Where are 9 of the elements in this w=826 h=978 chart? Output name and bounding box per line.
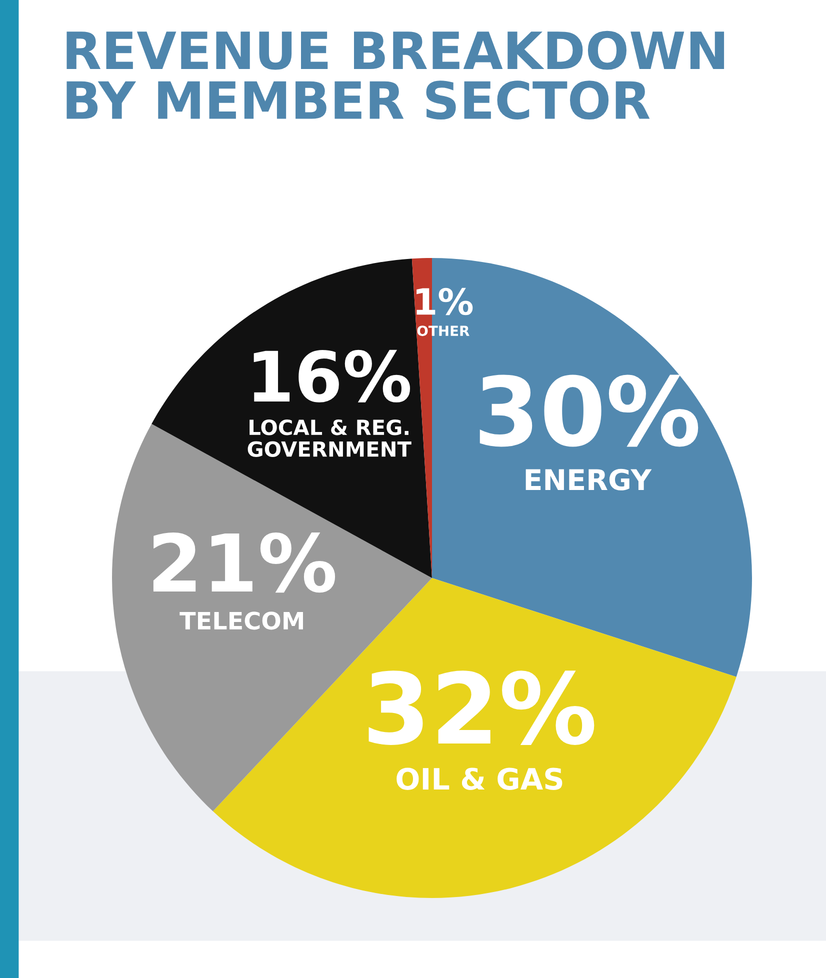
slice-label: OIL & GAS: [396, 768, 562, 790]
data-label: 16%: [254, 350, 410, 402]
slice-label: TELECOM: [180, 612, 303, 630]
chart-title: REVENUE BREAKDOWN BY MEMBER SECTOR: [66, 30, 724, 120]
slice-label: LOCAL & REG. GOVERNMENT: [248, 419, 412, 457]
data-label: 32%: [368, 670, 594, 745]
data-label: 30%: [480, 374, 698, 447]
slice-label: ENERGY: [526, 468, 652, 490]
data-label: 21%: [153, 532, 336, 593]
